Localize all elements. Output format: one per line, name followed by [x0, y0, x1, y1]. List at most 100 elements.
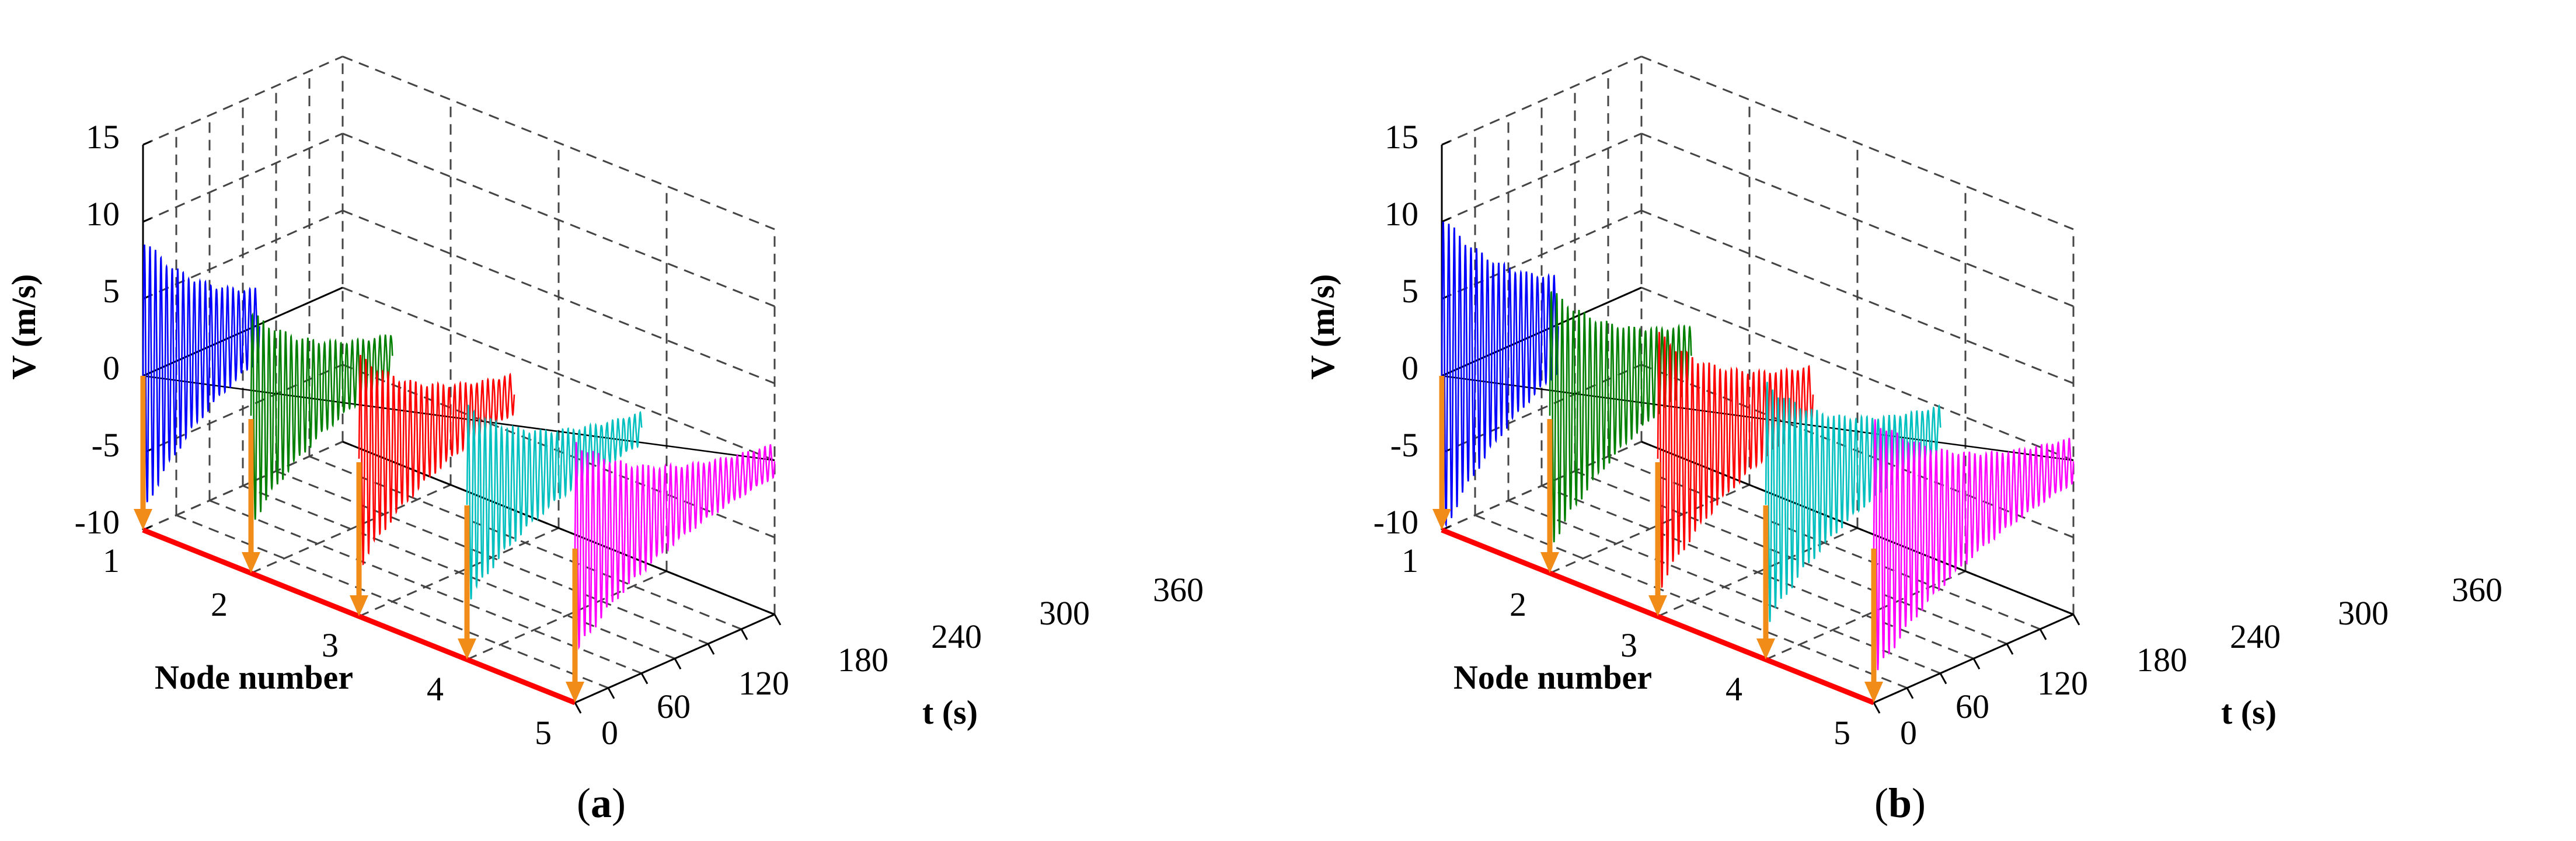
grid-line	[1641, 55, 2074, 231]
z-tick-label: 15	[86, 118, 120, 156]
z-tick-label: -5	[1390, 426, 1418, 464]
node-tick-labels-a: 1 2 3 4 5	[103, 542, 552, 752]
arrows-b	[1432, 376, 1883, 706]
arrows-a	[134, 376, 584, 706]
traces-a	[142, 244, 776, 650]
node-arrow-head	[1648, 595, 1667, 616]
series-line-node-4	[466, 404, 643, 600]
time-tick-labels-a: 0 60 120 180 240 300 360	[601, 571, 1204, 752]
z-tick-label: 5	[103, 272, 120, 310]
series-line-node-4	[1765, 382, 1941, 622]
floor-edge-line	[342, 441, 775, 616]
node-tick-label: 2	[211, 585, 228, 623]
time-tick-label: 360	[2452, 571, 2502, 609]
time-tick-label: 120	[2037, 664, 2088, 702]
z-tick-label: 10	[86, 195, 120, 233]
node-tick-label: 4	[427, 670, 444, 708]
caption-a: (a)	[577, 780, 626, 826]
z-tick-label: 10	[1385, 195, 1418, 233]
time-tick-label: 60	[1955, 688, 1989, 725]
grid-line	[1765, 570, 1966, 661]
z-tick-label: 0	[1402, 349, 1418, 387]
node-tick-label: 1	[103, 542, 120, 580]
grid-line	[142, 132, 343, 223]
grid-line	[1441, 132, 1642, 223]
time-tick-label: 180	[838, 641, 888, 679]
time-tick-mark	[2006, 643, 2014, 655]
time-tick-label: 0	[601, 714, 618, 752]
z-tick-mark	[142, 140, 152, 146]
time-tick-mark	[607, 688, 615, 699]
series-line-node-3	[1657, 331, 1814, 588]
grid-line	[358, 527, 559, 617]
node-arrow-head	[134, 509, 152, 530]
time-tick-mark	[2039, 629, 2047, 640]
time-tick-mark	[1939, 672, 1947, 685]
time-tick-mark	[574, 702, 582, 714]
z-tick-label: 5	[1402, 272, 1418, 310]
node-tick-labels-b: 1 2 3 4 5	[1402, 542, 1850, 752]
z-tick-mark	[1441, 217, 1451, 223]
node-arrow-head	[1756, 638, 1775, 659]
node-tick-label: 3	[322, 626, 339, 664]
node-axis-label-b: Node number	[1453, 658, 1652, 696]
node-arrow-head	[1864, 682, 1883, 703]
node-axis-label-a: Node number	[155, 658, 353, 696]
z-axis-label-b: V (m/s)	[1303, 274, 1341, 380]
grid-line	[1549, 484, 1750, 574]
time-tick-mark	[1906, 688, 1914, 699]
z-tick-label: -10	[1374, 503, 1418, 541]
series-line-node-5	[1873, 419, 2075, 671]
time-tick-label: 60	[657, 688, 691, 725]
grid-line	[1441, 55, 1642, 146]
grid-line	[1641, 132, 2074, 308]
time-axis-label-b: t (s)	[2221, 693, 2277, 731]
grid-line	[142, 441, 343, 531]
time-tick-label: 240	[2230, 617, 2281, 655]
time-axis-label-a: t (s)	[922, 693, 978, 731]
grid-line	[1657, 527, 1858, 617]
series-line-node-2	[250, 312, 393, 520]
series-line-node-3	[358, 354, 515, 566]
z-tick-label: 15	[1385, 118, 1418, 156]
node-arrow-head	[458, 638, 476, 659]
node-arrow-head	[1432, 509, 1451, 530]
time-tick-label: 300	[2338, 594, 2389, 632]
time-tick-mark	[640, 672, 649, 685]
time-tick-label: 120	[738, 664, 789, 702]
node-tick-label: 3	[1620, 626, 1637, 664]
panel-b: 15 10 5 0 -5 -10 V (m/s) 1 2 3 4 5 Node …	[1303, 55, 2502, 826]
node-arrow-head	[350, 595, 368, 616]
node-tick-label: 5	[1833, 714, 1850, 752]
time-tick-labels-b: 0 60 120 180 240 300 360	[1900, 571, 2502, 752]
time-tick-label: 300	[1039, 594, 1090, 632]
z-tick-label: -10	[75, 503, 120, 541]
time-tick-mark	[674, 658, 682, 670]
node-arrow-head	[242, 552, 260, 573]
z-tick-mark	[1441, 294, 1451, 300]
traces-b	[1441, 221, 2075, 671]
grid-line	[342, 287, 775, 462]
time-tick-mark	[2072, 614, 2080, 626]
time-tick-label: 180	[2136, 641, 2187, 679]
grid-line	[342, 132, 775, 308]
grid-line	[250, 484, 451, 574]
grid-line	[1441, 441, 1642, 531]
panel-a: 15 10 5 0 -5 -10 V (m/s) 1 2 3 4 5 Node …	[5, 55, 1204, 826]
z-tick-label: -5	[92, 426, 120, 464]
time-tick-mark	[1972, 658, 1981, 670]
node-tick-label: 2	[1510, 585, 1526, 623]
grid-line	[342, 55, 775, 231]
grid-line	[466, 570, 667, 661]
node-arrow-head	[566, 682, 584, 703]
series-line-node-1	[1441, 221, 1559, 528]
time-tick-mark	[740, 629, 748, 640]
time-tick-label: 240	[931, 617, 982, 655]
grid-line	[142, 55, 343, 146]
time-tick-label: 0	[1900, 714, 1917, 752]
node-tick-label: 1	[1402, 542, 1418, 580]
series-line-node-2	[1549, 291, 1692, 543]
time-tick-label: 360	[1153, 571, 1204, 609]
